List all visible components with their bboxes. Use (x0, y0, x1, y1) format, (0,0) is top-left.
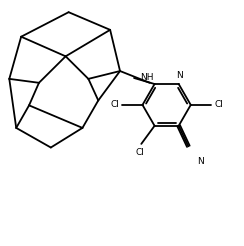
Text: Cl: Cl (136, 148, 144, 156)
Text: N: N (197, 157, 204, 166)
Text: N: N (176, 71, 183, 80)
Text: Cl: Cl (110, 100, 119, 109)
Text: Cl: Cl (214, 100, 223, 109)
Text: NH: NH (140, 73, 153, 82)
